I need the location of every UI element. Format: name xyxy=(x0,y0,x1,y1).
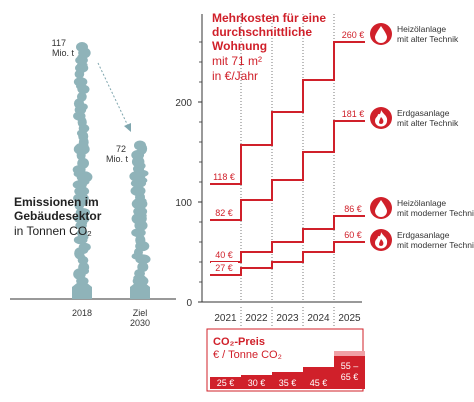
emissions-title-line1: Emissionen im xyxy=(14,195,99,209)
series-end-label-1: 260 € xyxy=(342,30,365,40)
year-2030-line1: Ziel xyxy=(133,308,148,318)
x-tick-label-2025: 2025 xyxy=(338,313,361,324)
year-2030-line2: 2030 xyxy=(130,318,150,328)
reduction-arrow xyxy=(97,62,129,127)
emissions-bar-2018-puff xyxy=(73,193,89,203)
emissions-value-2018-number: 117 xyxy=(52,38,66,48)
oil-drop-icon-shape xyxy=(375,26,387,43)
emissions-bar-2030-puff xyxy=(137,261,149,273)
reduction-arrow-head xyxy=(124,123,131,132)
emissions-title-line2: Gebäudesektor xyxy=(14,209,102,223)
co2-price-box: CO₂-Preis € / Tonne CO₂ 25 € 30 € 35 € 45 €… xyxy=(206,328,365,392)
co2-price-label-5-line2: 65 € xyxy=(341,372,359,382)
emissions-bar-2018-puff xyxy=(77,157,89,169)
series-start-label-2: 82 € xyxy=(215,208,233,218)
co2-price-label-3: 35 € xyxy=(279,378,297,388)
series-end-label-2: 181 € xyxy=(342,109,365,119)
emissions-bar-2018-puff xyxy=(76,91,87,102)
legend-label-3-line2: mit moderner Technik xyxy=(397,208,474,218)
co2-price-label-1: 25 € xyxy=(217,378,235,388)
series-line-3 xyxy=(210,215,365,263)
emissions-bar-2018-puff xyxy=(78,242,91,252)
legend-label-1-line2: mit alter Technik xyxy=(397,34,459,44)
x-tick-label-2021: 2021 xyxy=(214,313,237,324)
co2-price-label-4: 45 € xyxy=(310,378,328,388)
x-tick-labels: 2021 2022 2023 2024 2025 xyxy=(214,307,361,326)
series-start-label-bg xyxy=(211,171,238,182)
emissions-value-2030-number: 72 xyxy=(116,144,126,154)
emissions-bar-2018-puff xyxy=(76,42,88,52)
series-start-label-3: 40 € xyxy=(215,250,233,260)
co2-price-bar-2 xyxy=(241,375,272,389)
oil-drop-icon-shape xyxy=(375,200,387,217)
costs-panel: 0 100 200 118 € 260 € 82 € 181 € 40 € 86 € 27 € 6… xyxy=(175,11,474,326)
x-tick-label-2022: 2022 xyxy=(245,313,268,324)
series-line-2 xyxy=(210,120,365,221)
series-end-label-4: 60 € xyxy=(344,230,362,240)
emissions-bar-2018-puff xyxy=(78,261,90,273)
emissions-unit: in Tonnen CO₂ xyxy=(14,224,92,238)
co2-price-bar-4 xyxy=(303,367,334,389)
series-start-label-bg xyxy=(211,262,238,273)
legend-label-3-line1: Heizölanlage xyxy=(397,198,446,208)
year-2018: 2018 xyxy=(72,308,92,318)
y-tick-label-200: 200 xyxy=(175,98,192,109)
co2-price-unit: € / Tonne CO₂ xyxy=(213,349,282,361)
emissions-bar-2030-puff xyxy=(134,140,146,151)
y-axis: 0 100 200 xyxy=(175,14,203,309)
costs-title-line2: durchschnittliche xyxy=(212,25,312,39)
emissions-value-2030-unit: Mio. t xyxy=(106,154,129,164)
series-start-label-bg xyxy=(211,249,238,260)
emissions-panel: 117 Mio. t 72 Mio. t Emissionen im Gebäu… xyxy=(10,38,176,328)
costs-subtitle-line1: mit 71 m² xyxy=(212,54,262,68)
series-start-label-4: 27 € xyxy=(215,263,233,273)
emissions-bar-2030-puff xyxy=(130,185,146,197)
co2-price-title: CO₂-Preis xyxy=(213,336,265,348)
series-start-label-1: 118 € xyxy=(213,172,235,182)
emissions-value-2018-unit: Mio. t xyxy=(52,48,75,58)
co2-price-bar-1 xyxy=(210,377,241,389)
costs-title-line1: Mehrkosten für eine xyxy=(212,11,326,25)
series-end-label-3: 86 € xyxy=(344,204,362,214)
y-tick-label-100: 100 xyxy=(175,198,192,209)
co2-price-bar-3 xyxy=(272,372,303,389)
series-start-label-bg xyxy=(211,207,238,218)
co2-price-label-2: 30 € xyxy=(248,378,266,388)
co2-price-bar-5-range xyxy=(334,351,365,356)
emissions-bar-2018-base xyxy=(72,279,92,299)
legend-label-2-line2: mit alter Technik xyxy=(397,118,459,128)
series-line-4 xyxy=(210,241,365,276)
gas-flame-icon-inner xyxy=(379,239,384,246)
co2-price-bars: 25 € 30 € 35 € 45 € 55 –65 € xyxy=(210,351,365,389)
emissions-bar-2030-puff xyxy=(135,234,146,246)
emissions-column-2030 xyxy=(129,140,151,299)
cost-series: 118 € 260 € 82 € 181 € 40 € 86 € 27 € 60 € xyxy=(210,30,365,276)
costs-title-line3: Wohnung xyxy=(212,39,267,53)
legend-label-1-line1: Heizölanlage xyxy=(397,24,446,34)
legend-label-2-line1: Erdgasanlage xyxy=(397,108,450,118)
y-tick-label-0: 0 xyxy=(186,298,192,309)
emissions-bar-2018-puff xyxy=(76,228,88,238)
emissions-column-2018 xyxy=(72,42,93,299)
costs-subtitle-line2: in €/Jahr xyxy=(212,69,258,83)
legend-label-4-line1: Erdgasanlage xyxy=(397,230,450,240)
co2-price-bar-5 xyxy=(334,356,365,389)
co2-price-label-5-line1: 55 – xyxy=(341,361,359,371)
x-tick-label-2023: 2023 xyxy=(276,313,299,324)
x-tick-label-2024: 2024 xyxy=(307,313,330,324)
emissions-bar-2018-puff xyxy=(73,77,88,87)
gas-flame-icon-inner xyxy=(379,117,384,124)
legend-label-4-line2: mit moderner Technik xyxy=(397,240,474,250)
series-line-1 xyxy=(210,41,365,185)
